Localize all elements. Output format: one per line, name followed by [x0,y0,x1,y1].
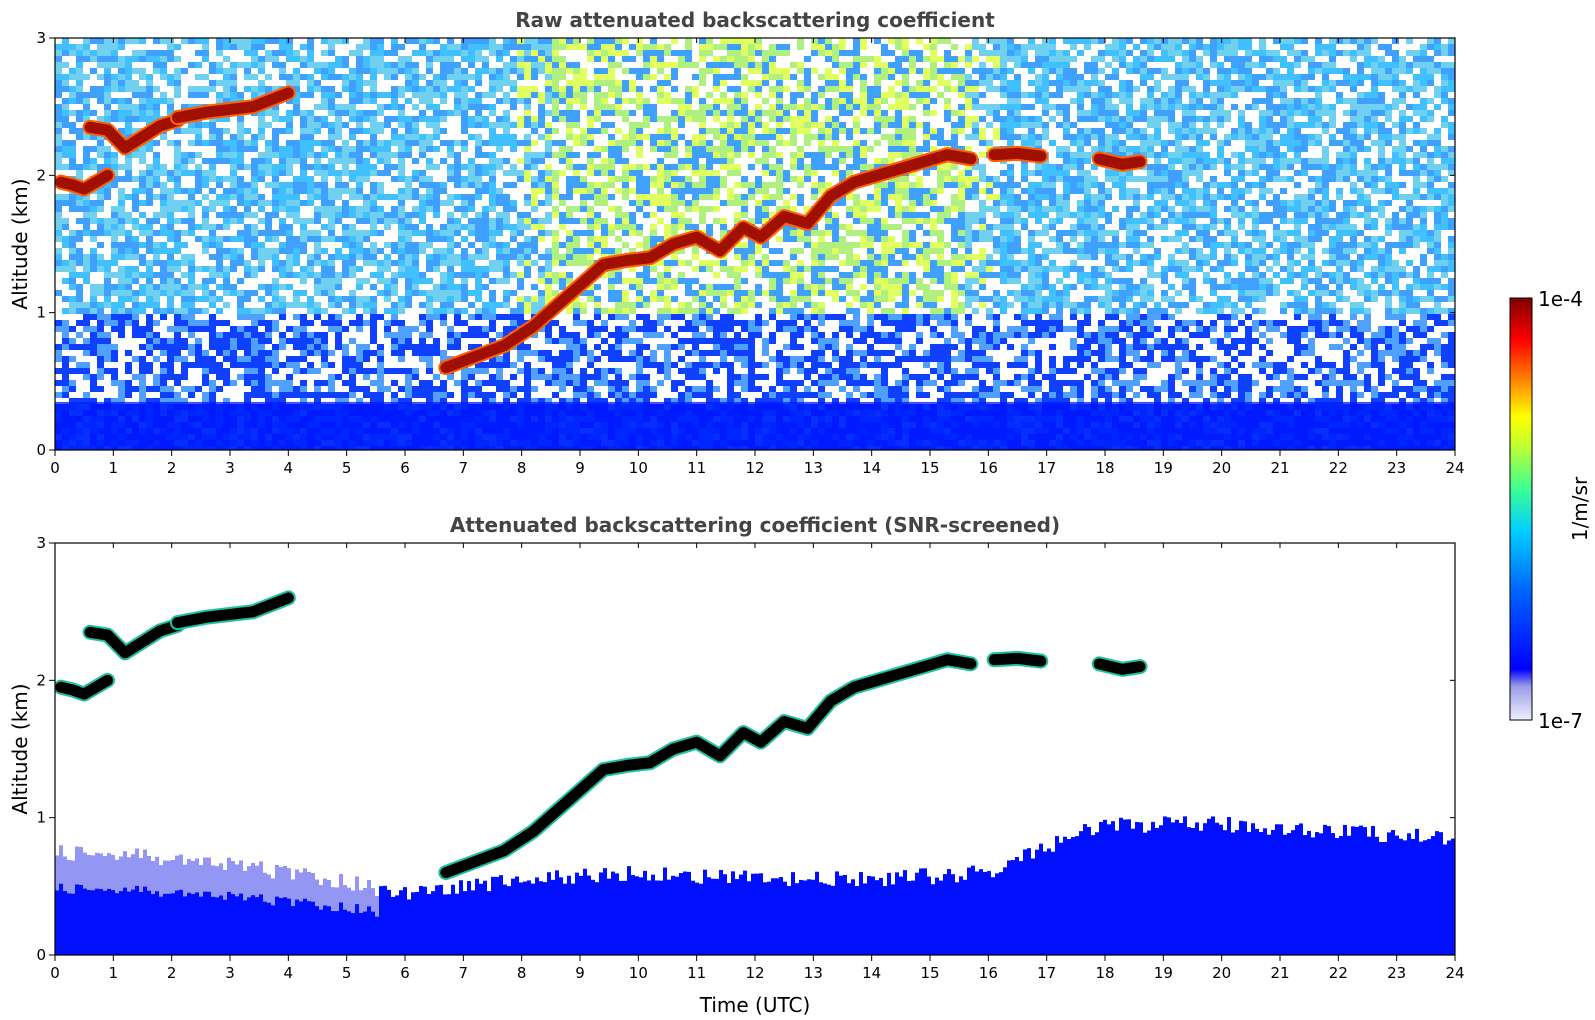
x-tick-label: 19 [1154,459,1173,477]
x-tick-label: 17 [1037,964,1056,982]
cloud-layer-core [172,87,294,124]
x-tick-label: 22 [1329,459,1348,477]
heatmap-field [55,543,1455,955]
x-tick-label: 8 [517,459,527,477]
heatmap-field [55,38,1455,450]
x-axis-label: Time (UTC) [699,993,811,1017]
x-tick-label: 22 [1329,964,1348,982]
x-tick-label: 23 [1387,459,1406,477]
x-tick-label: 11 [687,459,706,477]
x-tick-label: 0 [50,459,60,477]
y-ticks: 0 1 2 3 [36,29,1455,459]
x-tick-label: 15 [920,459,939,477]
x-tick-label: 20 [1212,964,1231,982]
cloud-layer-core [172,592,294,629]
y-tick-label: 0 [36,946,46,964]
x-tick-label: 1 [109,964,119,982]
panel-screened: Attenuated backscattering coefficient (S… [8,513,1465,1017]
x-tick-label: 7 [459,459,469,477]
cloud-layer-core [1093,153,1146,170]
cloud-layer-core [84,114,183,154]
cloud-layer-core [440,149,977,374]
x-tick-label: 12 [745,459,764,477]
x-tick-label: 11 [687,964,706,982]
x-tick-label: 6 [400,459,410,477]
x-tick-label: 13 [804,459,823,477]
x-tick-label: 2 [167,964,177,982]
colorbar-gradient [1509,297,1533,721]
y-axis-label: Altitude (km) [8,683,32,814]
x-tick-label: 24 [1445,964,1464,982]
colorbar-max-label: 1e-4 [1538,287,1583,311]
x-tick-label: 3 [225,964,235,982]
y-tick-label: 2 [36,166,46,184]
x-tick-label: 16 [979,459,998,477]
y-tick-label: 0 [36,441,46,459]
x-tick-label: 14 [862,964,881,982]
x-ticks: 0 1 2 3 4 5 6 7 8 9 10 11 12 13 14 15 16 17 18 19 20 21 22 23 24 [50,38,1465,477]
x-tick-label: 4 [284,459,294,477]
cloud-layer-core [55,674,113,700]
x-tick-label: 17 [1037,459,1056,477]
y-tick-label: 3 [36,534,46,552]
chart-title: Raw attenuated backscattering coefficien… [515,8,995,32]
x-tick-label: 21 [1270,459,1289,477]
cloud-layer-core [988,652,1047,667]
cloud-layers [55,85,1455,450]
x-tick-label: 3 [225,459,235,477]
x-tick-label: 19 [1154,964,1173,982]
x-tick-label: 8 [517,964,527,982]
x-tick-label: 14 [862,459,881,477]
x-tick-label: 9 [575,459,585,477]
boundary-layer-mark [55,401,1455,450]
x-tick-label: 23 [1387,964,1406,982]
x-tick-label: 24 [1445,459,1464,477]
cloud-layers [55,590,1148,881]
x-tick-label: 18 [1095,459,1114,477]
x-tick-label: 15 [920,964,939,982]
x-tick-label: 21 [1270,964,1289,982]
x-tick-label: 13 [804,964,823,982]
y-ticks: 0 1 2 3 [36,534,1455,964]
cloud-layer-core [1093,658,1146,675]
y-tick-label: 2 [36,671,46,689]
cloud-layer-core [440,654,977,879]
colorbar: 1e-4 1e-7 1/m/sr [1509,287,1592,733]
cloud-layer-core [55,169,113,195]
y-tick-label: 3 [36,29,46,47]
x-tick-label: 20 [1212,459,1231,477]
y-axis-label: Altitude (km) [8,178,32,309]
y-tick-label: 1 [36,809,46,827]
x-tick-label: 5 [342,964,352,982]
x-tick-label: 18 [1095,964,1114,982]
x-tick-label: 7 [459,964,469,982]
x-tick-label: 2 [167,459,177,477]
cloud-layer-core [988,147,1047,162]
colorbar-unit-label: 1/m/sr [1568,476,1592,541]
x-tick-label: 6 [400,964,410,982]
x-tick-label: 9 [575,964,585,982]
x-tick-label: 16 [979,964,998,982]
y-tick-label: 1 [36,304,46,322]
x-tick-label: 0 [50,964,60,982]
x-tick-label: 12 [745,964,764,982]
x-tick-label: 4 [284,964,294,982]
x-tick-label: 5 [342,459,352,477]
colorbar-min-label: 1e-7 [1538,709,1583,733]
x-tick-label: 10 [629,964,648,982]
panel-raw: Raw attenuated backscattering coefficien… [8,8,1465,477]
x-tick-label: 10 [629,459,648,477]
chart-title: Attenuated backscattering coefficient (S… [450,513,1060,537]
cloud-layer-core [84,619,183,659]
x-tick-label: 1 [109,459,119,477]
x-ticks: 0 1 2 3 4 5 6 7 8 9 10 11 12 13 14 15 16 17 18 19 20 21 22 23 24 [50,543,1465,982]
